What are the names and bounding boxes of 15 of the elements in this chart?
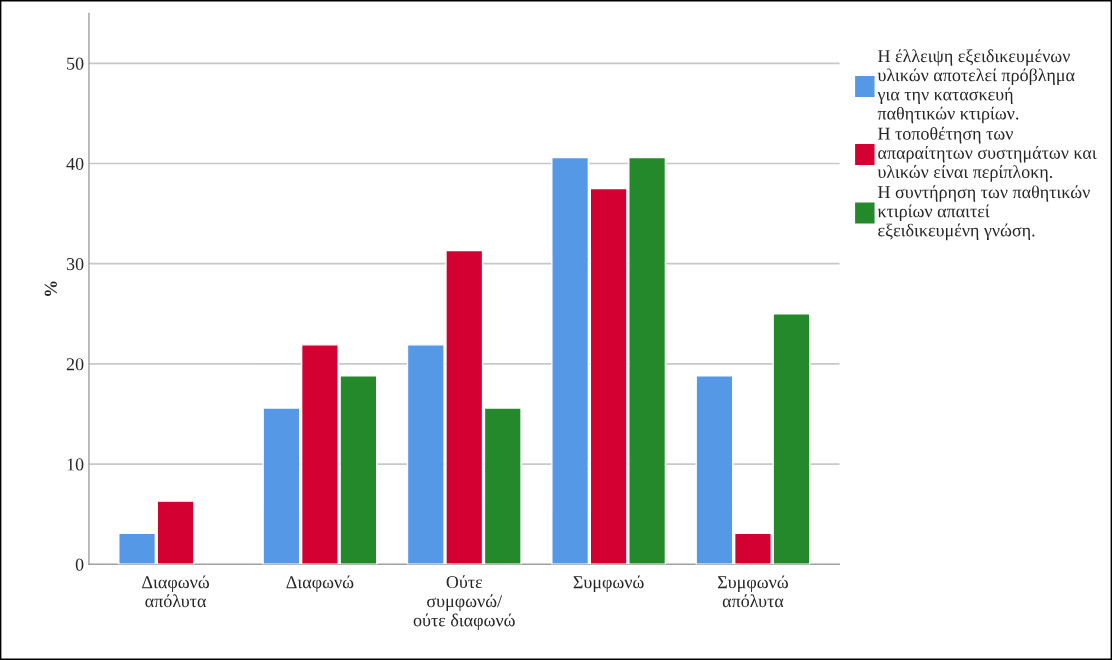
x-tick-label: Συμφωνώ απόλυτα	[717, 575, 788, 608]
x-tick-label: Συμφωνώ	[573, 575, 644, 593]
legend-label: Η συντήρηση των παθητικών κτιρίων απαιτεί εξειδικευμένη γνώση.	[877, 185, 1090, 241]
y-tick-label: 50	[67, 57, 84, 70]
y-axis-title: %	[44, 281, 57, 296]
legend-label: Η έλλειψη εξειδικευμένων υλικών αποτελεί πρόβλημα για την κατασκευή παθητικών κτιρίων.	[877, 49, 1075, 124]
x-tick-label: Ούτε συμφωνώ/ ούτε διαφωνώ	[413, 575, 515, 631]
y-tick-label: 0	[75, 558, 84, 571]
x-tick-label: Διαφωνώ απόλυτα	[142, 575, 209, 608]
y-tick-label: 30	[66, 257, 84, 271]
y-tick-label: 10	[67, 458, 84, 471]
y-tick-label: 20	[66, 358, 84, 371]
y-tick-label: 40	[66, 157, 84, 170]
legend-label: Η τοποθέτηση των απαραίτητων συστημάτων και υλικών είναι περίπλοκη.	[877, 126, 1097, 182]
x-tick-label: Διαφωνώ	[286, 575, 354, 592]
